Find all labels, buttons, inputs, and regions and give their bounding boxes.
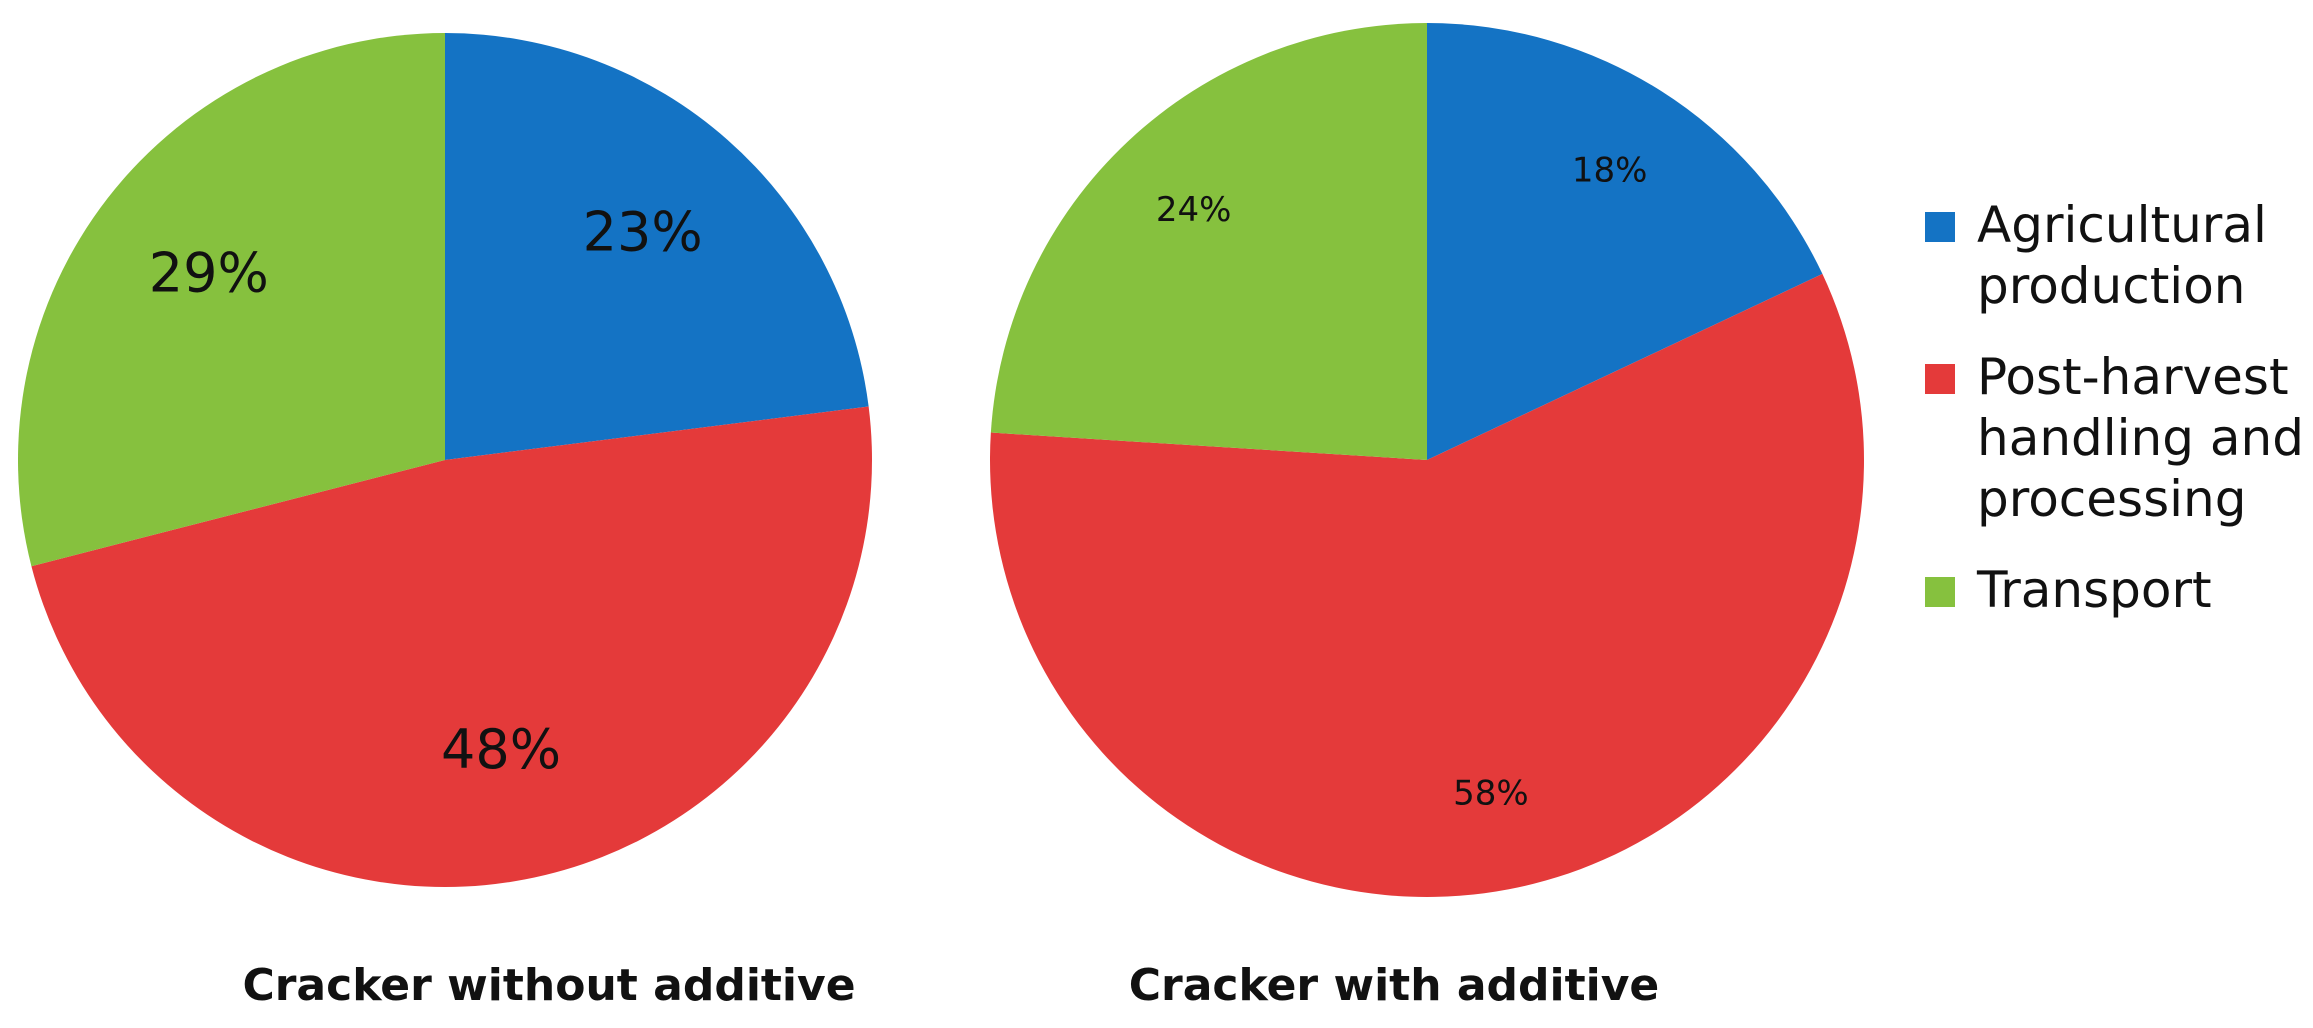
legend-item: Post-harvest handling and processing — [1925, 347, 2305, 530]
data-label: 58% — [1453, 773, 1529, 813]
legend-swatch — [1925, 364, 1955, 394]
data-label: 29% — [149, 241, 269, 304]
legend-item: Transport — [1925, 560, 2305, 621]
data-label: 24% — [1156, 190, 1232, 230]
chart-title: Cracker without additive — [242, 960, 855, 1011]
legend-label: Post-harvest handling and processing — [1977, 348, 2304, 528]
legend-label: Transport — [1977, 561, 2212, 619]
pie-slice — [445, 33, 869, 460]
chart-title: Cracker with additive — [1129, 960, 1660, 1011]
data-label: 23% — [583, 200, 703, 263]
pie-slice — [990, 273, 1864, 897]
data-label: 18% — [1572, 151, 1648, 191]
pie-slice — [31, 406, 873, 888]
data-label: 48% — [441, 718, 561, 781]
legend-item: Agricultural production — [1925, 195, 2305, 317]
pie-slice — [18, 33, 446, 567]
legend-swatch — [1925, 212, 1955, 242]
legend: Agricultural production Post-harvest hand… — [1925, 195, 2305, 621]
legend-label: Agricultural production — [1977, 196, 2267, 315]
legend-swatch — [1925, 577, 1955, 607]
pie-slice — [990, 23, 1427, 460]
pie-slice — [1427, 23, 1823, 460]
